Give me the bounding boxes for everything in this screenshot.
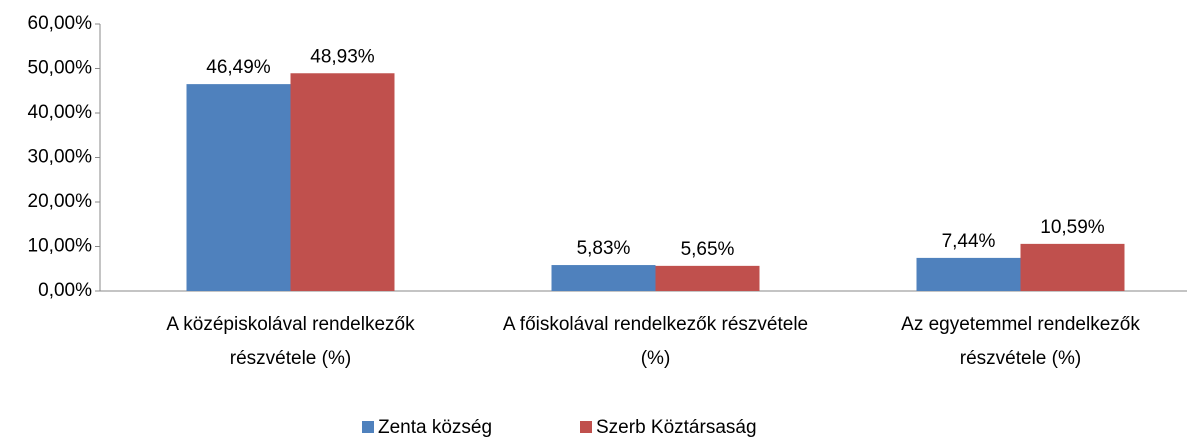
bar [1020, 243, 1125, 291]
x-tick-label: A középiskolával rendelkezők részvétele … [166, 314, 415, 369]
value-label: 46,49% [206, 57, 271, 78]
y-tick-label: 30,00% [28, 147, 93, 168]
y-tick-label: 50,00% [28, 58, 93, 79]
legend-label: Szerb Köztársaság [596, 417, 757, 438]
legend-label: Zenta község [378, 417, 492, 438]
y-tick-label: 40,00% [28, 102, 93, 123]
value-label: 5,83% [577, 238, 631, 259]
y-tick-label: 20,00% [28, 191, 93, 212]
bar [655, 265, 760, 291]
bar [290, 73, 395, 291]
y-tick-label: 0,00% [38, 280, 92, 301]
x-tick-label: A főiskolával rendelkezők részvétele (%) [502, 314, 809, 369]
value-label: 48,93% [310, 46, 375, 67]
x-tick-label: Az egyetemmel rendelkezők részvétele (%) [901, 314, 1140, 369]
y-tick-label: 60,00% [28, 13, 93, 34]
bar [916, 257, 1021, 291]
bar [186, 84, 291, 291]
value-label: 5,65% [681, 239, 735, 260]
legend-swatch [580, 421, 592, 433]
value-label: 7,44% [942, 231, 996, 252]
value-label: 10,59% [1040, 217, 1105, 238]
bar [551, 265, 656, 291]
y-tick-label: 10,00% [28, 236, 93, 257]
legend-swatch [362, 421, 374, 433]
